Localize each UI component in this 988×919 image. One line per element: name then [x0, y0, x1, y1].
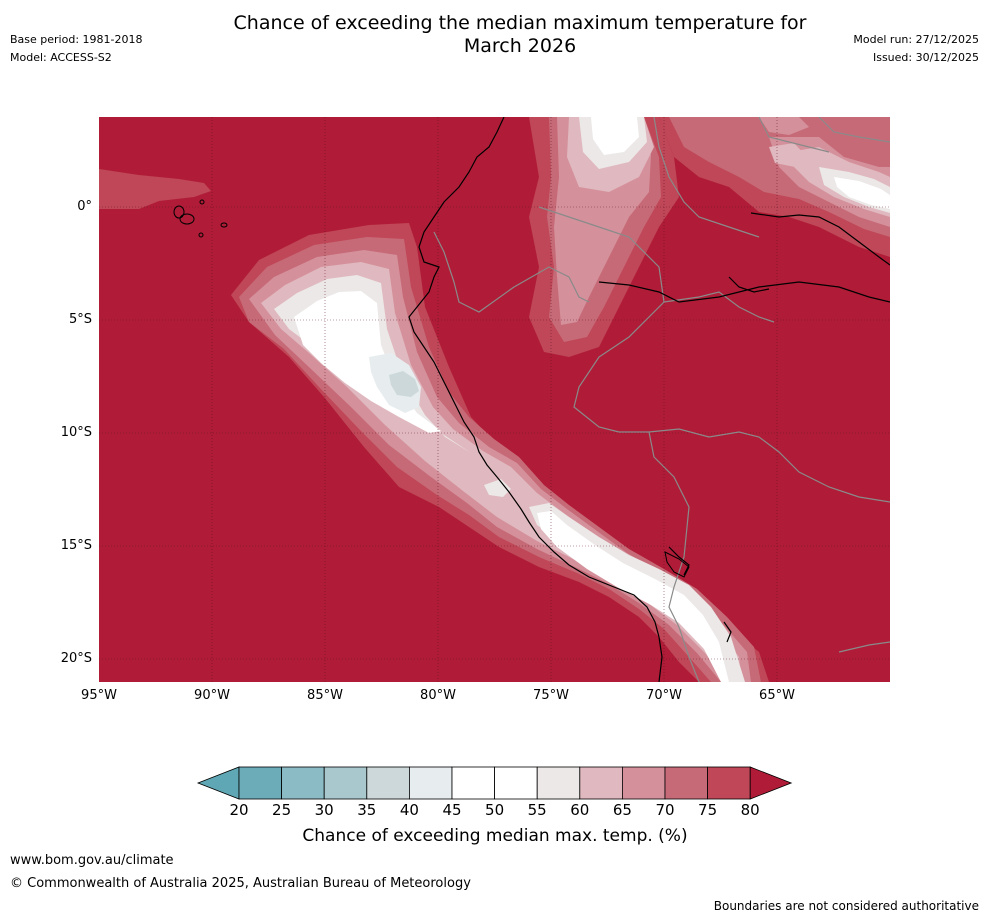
base-period: Base period: 1981-2018	[10, 33, 143, 46]
website-link[interactable]: www.bom.gov.au/climate	[10, 853, 174, 868]
lon-label-70w: 70°W	[646, 688, 682, 703]
model-name: Model: ACCESS-S2	[10, 51, 112, 64]
colorbar-tick-40: 40	[399, 801, 419, 819]
colorbar-cell-30-35	[323, 766, 368, 800]
contour-65-ne	[759, 117, 809, 135]
colorbar-cell-50-55	[494, 766, 538, 800]
title-line-2: March 2026	[463, 35, 577, 57]
lon-label-85w: 85°W	[307, 688, 343, 703]
colorbar-cell-55-60	[536, 766, 581, 800]
meta-left: Base period: 1981-2018 Model: ACCESS-S2	[10, 31, 142, 67]
colorbar-tick-50: 50	[485, 801, 505, 819]
colorbar-cell-25-30	[281, 766, 325, 800]
lake-titicaca	[664, 551, 690, 578]
boundaries-disclaimer: Boundaries are not considered authoritat…	[713, 899, 979, 913]
contour-50-north	[591, 117, 639, 155]
lon-label-65w: 65°W	[759, 688, 795, 703]
colorbar-tick-55: 55	[527, 801, 547, 819]
contour-50-south	[537, 511, 729, 682]
colorbar-tick-80: 80	[740, 801, 760, 819]
lat-label-20s: 20°S	[60, 651, 92, 666]
map-panel	[99, 117, 890, 682]
colorbar-cell-45-50	[451, 766, 495, 800]
lon-label-95w: 95°W	[81, 688, 117, 703]
colorbar-tick-45: 45	[442, 801, 462, 819]
colorbar-tick-25: 25	[272, 801, 292, 819]
colorbar-cell-75-80	[707, 766, 751, 800]
lat-label-10s: 10°S	[60, 425, 92, 440]
model-run: Model run: 27/12/2025	[853, 33, 979, 46]
colorbar-cell-60-65	[579, 766, 623, 800]
probability-field	[99, 117, 890, 682]
lat-label-0: 0°	[77, 199, 92, 214]
lon-label-80w: 80°W	[420, 688, 456, 703]
colorbar-cell-35-40	[366, 766, 410, 800]
colorbar-cell-20-25	[238, 766, 282, 800]
colorbar-cell-40-45	[408, 766, 453, 800]
issued-date: Issued: 30/12/2025	[872, 51, 979, 64]
galapagos-islands	[173, 199, 228, 238]
map-title: Chance of exceeding the median maximum t…	[150, 12, 890, 58]
colorbar-tick-75: 75	[698, 801, 718, 819]
lon-label-75w: 75°W	[533, 688, 569, 703]
colorbar-tick-20: 20	[229, 801, 249, 819]
colorbar-cell-70-75	[664, 766, 708, 800]
anomaly-galapagos	[99, 169, 211, 209]
colorbar-tick-35: 35	[357, 801, 377, 819]
map-svg	[99, 117, 890, 682]
colorbar-cell-65-70	[621, 766, 666, 800]
colorbar-over-arrow	[749, 766, 793, 800]
gridlines	[99, 117, 890, 682]
colorbar-tick-60: 60	[570, 801, 590, 819]
contour-50-ne	[834, 177, 890, 209]
colorbar	[196, 766, 793, 800]
meta-right: Model run: 27/12/2025 Issued: 30/12/2025	[853, 31, 979, 67]
country-borders	[433, 117, 890, 682]
colorbar-tick-70: 70	[655, 801, 675, 819]
lat-label-15s: 15°S	[60, 538, 92, 553]
contour-40-coastal	[389, 371, 419, 397]
colorbar-tick-30: 30	[314, 801, 334, 819]
coastlines	[408, 117, 890, 682]
lat-label-5s: 5°S	[68, 312, 92, 327]
colorbar-cells	[196, 766, 793, 800]
lon-label-90w: 90°W	[194, 688, 230, 703]
contour-55-islands	[484, 479, 511, 497]
copyright-text: © Commonwealth of Australia 2025, Austra…	[10, 876, 471, 891]
contour-60-ne-small	[769, 143, 807, 167]
colorbar-title: Chance of exceeding median max. temp. (%…	[302, 826, 688, 846]
title-line-1: Chance of exceeding the median maximum t…	[233, 12, 807, 34]
colorbar-tick-65: 65	[612, 801, 632, 819]
colorbar-under-arrow	[196, 766, 240, 800]
